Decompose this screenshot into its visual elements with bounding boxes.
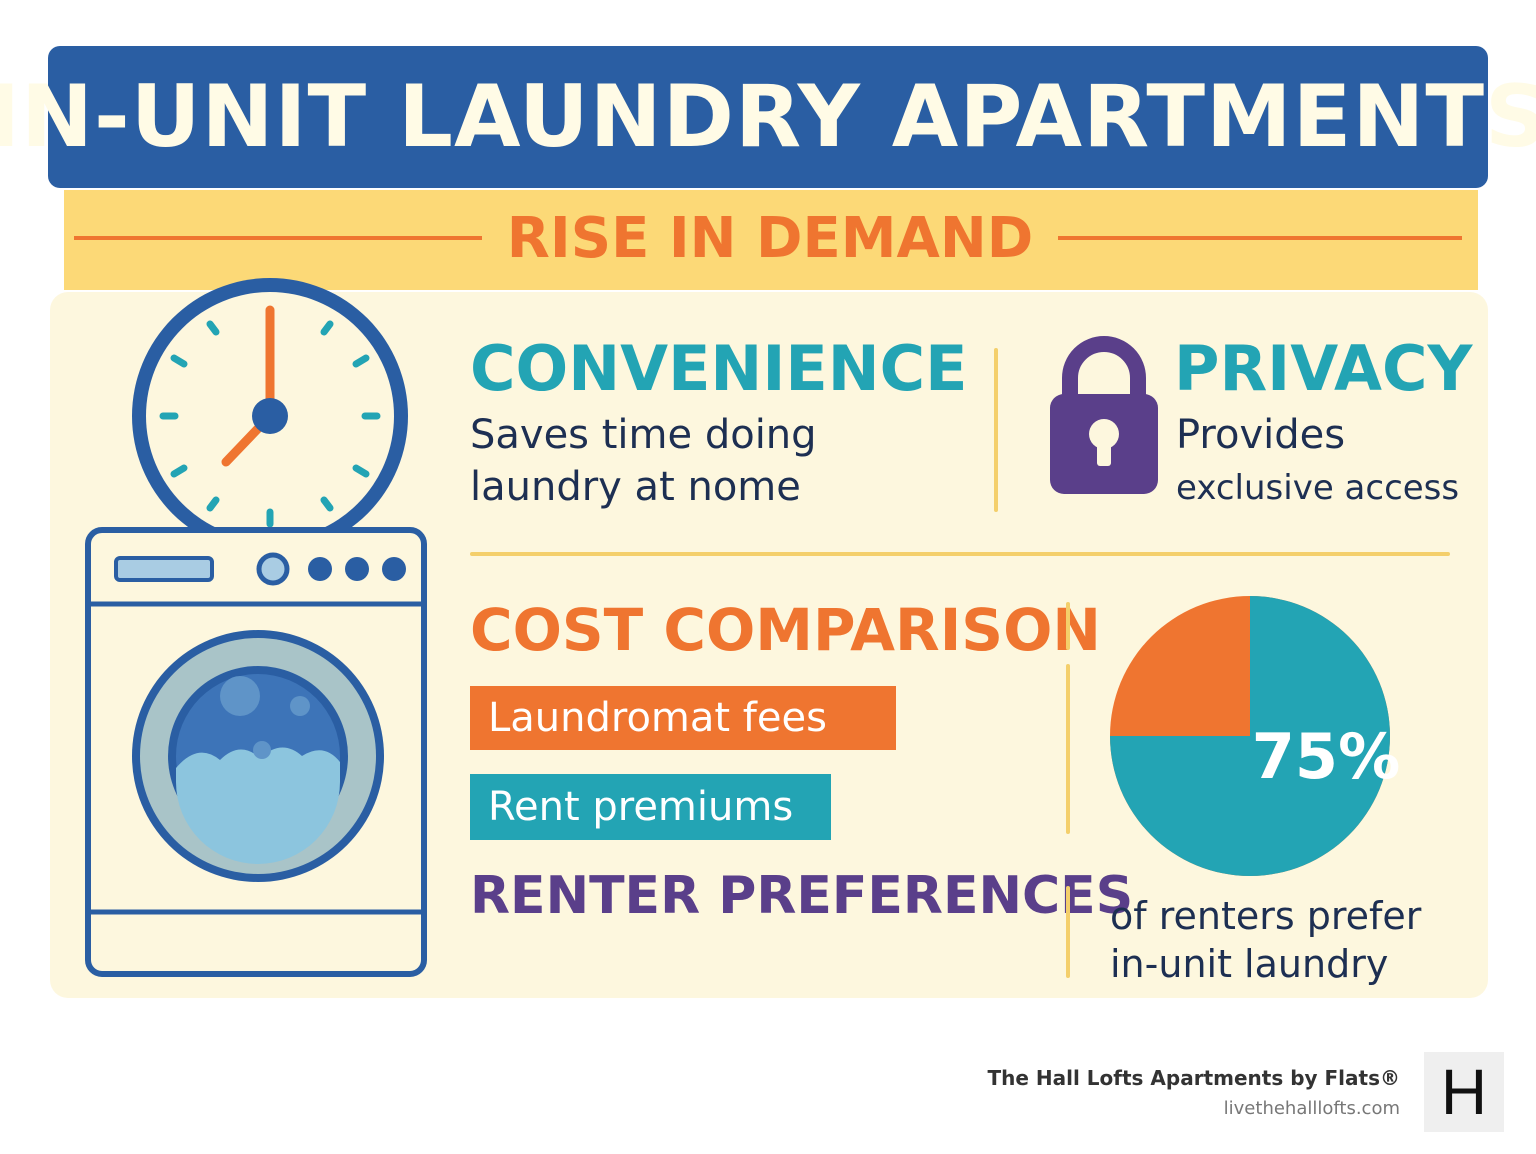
convenience-heading: CONVENIENCE	[470, 332, 968, 405]
brand-logo: H	[1424, 1052, 1504, 1132]
subtitle: RISE IN DEMAND	[506, 206, 1034, 271]
washer-body	[85, 527, 427, 977]
washing-machine-illustration	[85, 278, 427, 977]
pie-slice-in-unit	[1110, 596, 1390, 876]
pie-caption-line-1: of renters prefer	[1110, 894, 1422, 938]
clock-icon	[132, 278, 408, 554]
subtitle-rule-left	[74, 236, 482, 240]
rent-premiums-tag: Rent premiums	[470, 774, 831, 840]
footer-brand: The Hall Lofts Apartments by Flats®	[987, 1066, 1400, 1090]
subtitle-rule-right	[1058, 236, 1462, 240]
divider-vertical-bottom-2	[1066, 664, 1070, 834]
pie-caption-line-2: in-unit laundry	[1110, 942, 1389, 986]
laundromat-fees-tag: Laundromat fees	[470, 686, 896, 750]
divider-vertical-bottom-3	[1066, 886, 1070, 978]
subtitle-band	[64, 190, 1478, 290]
page-title: IN-UNIT LAUNDRY APARTMENTS	[0, 67, 1536, 167]
footer-url[interactable]: livethehalllofts.com	[1223, 1098, 1400, 1119]
convenience-line-2: laundry at nome	[470, 464, 801, 510]
lock-icon	[1050, 336, 1158, 494]
privacy-line-1: Provides	[1176, 412, 1346, 458]
privacy-line-2: exclusive access	[1176, 468, 1460, 508]
divider-vertical-top	[994, 348, 998, 512]
divider-horizontal	[470, 552, 1450, 556]
renter-preferences-heading: RENTER PREFERENCES	[470, 866, 1134, 926]
pie-chart-icon: 75%	[1110, 596, 1400, 876]
pie-percent-label: 75%	[1252, 720, 1400, 793]
divider-vertical-bottom-1	[1066, 602, 1070, 650]
cost-comparison-heading: COST COMPARISON	[470, 596, 1101, 664]
convenience-line-1: Saves time doing	[470, 412, 817, 458]
title-banner: IN-UNIT LAUNDRY APARTMENTS	[0, 46, 1536, 188]
privacy-heading: PRIVACY	[1174, 332, 1473, 405]
